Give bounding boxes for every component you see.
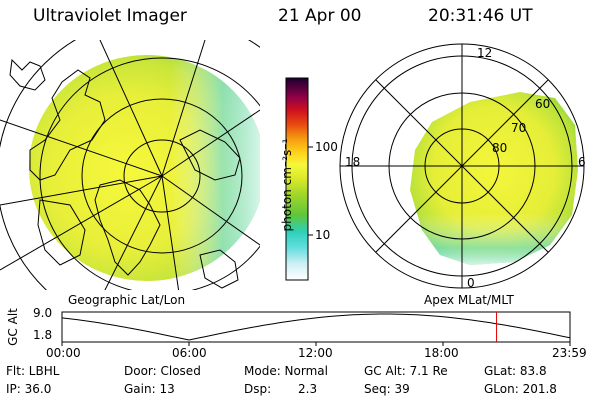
dsp-value: 2.3	[298, 382, 318, 396]
gain-info: Gain: 13	[124, 382, 175, 396]
geographic-panel-label: Geographic Lat/Lon	[68, 293, 186, 307]
aurora-fade-left	[29, 55, 260, 281]
mlat-label-60: 60	[535, 97, 551, 111]
mlat-label-80: 80	[492, 141, 508, 155]
mode-info: Mode: Normal	[244, 364, 328, 378]
colorbar-ticks	[308, 146, 313, 236]
lat-circles-left	[0, 40, 260, 290]
polar-plot	[339, 43, 585, 289]
dsp-label: Dsp:	[244, 382, 272, 396]
timeline-ticks	[61, 342, 571, 346]
time-tick-0600: 06:00	[172, 346, 207, 360]
seq-info: Seq: 39	[364, 382, 410, 396]
mlt-label-0: 0	[467, 276, 475, 290]
door-info: Door: Closed	[124, 364, 201, 378]
instrument-title: Ultraviolet Imager	[33, 6, 187, 26]
colorbar-unit-label: photon cm⁻²s⁻¹	[280, 138, 294, 232]
gc-alt-axis-label: GC Alt	[5, 308, 20, 346]
date-label: 21 Apr 00	[278, 6, 362, 26]
glon-info: GLon: 201.8	[484, 382, 557, 396]
colorbar-tick-10: 10	[315, 228, 331, 242]
coastlines	[9, 58, 241, 289]
apex-panel-label: Apex MLat/MLT	[424, 293, 514, 307]
time-tick-1200: 12:00	[298, 346, 333, 360]
colorbar-tick-100: 100	[315, 140, 338, 154]
mlt-label-18: 18	[345, 155, 361, 169]
mlt-label-6: 6	[578, 155, 586, 169]
mlt-label-12: 12	[477, 46, 493, 60]
filter-info: Flt: LBHL	[6, 364, 60, 378]
gc-alt-info: GC Alt: 7.1 Re	[364, 364, 448, 378]
time-tick-1800: 18:00	[424, 346, 459, 360]
timeline-frame	[61, 311, 571, 343]
glat-info: GLat: 83.8	[484, 364, 547, 378]
time-tick-2359: 23:59	[552, 346, 587, 360]
gc-alt-tick-low: 1.8	[33, 328, 53, 342]
gc-alt-tick-high: 9.0	[33, 306, 53, 320]
altitude-timeline	[61, 311, 571, 346]
altitude-curve	[61, 313, 571, 341]
ip-info: IP: 36.0	[6, 382, 52, 396]
mlt-meridians	[340, 44, 584, 288]
colorbar	[285, 77, 309, 281]
geographic-map	[0, 40, 260, 290]
time-label: 20:31:46 UT	[428, 6, 533, 26]
aurora-fade-right	[410, 92, 578, 265]
time-tick-0000: 00:00	[46, 346, 81, 360]
mlat-label-70: 70	[511, 121, 527, 135]
